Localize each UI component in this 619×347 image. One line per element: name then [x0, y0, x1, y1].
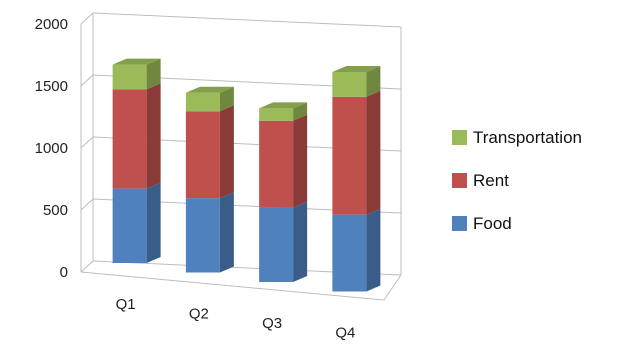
y-tick-label: 1000	[35, 140, 68, 157]
bar-segment-transportation	[112, 64, 147, 90]
bar-side-food	[366, 208, 381, 292]
bar-top-transportation	[259, 102, 308, 109]
legend: Transportation Rent Food	[452, 128, 582, 233]
bar-segment-food	[185, 198, 220, 273]
bars: Q1 Q2 Q3 Q4	[112, 58, 381, 342]
bar-segment-rent	[185, 111, 220, 199]
bar-segment-food	[259, 207, 294, 283]
gridline	[92, 12, 402, 28]
bar-segment-rent	[112, 89, 147, 189]
y-tick-label: 2000	[35, 16, 68, 33]
bar-segment-rent	[332, 96, 367, 215]
bar-side-transportation	[366, 66, 381, 97]
x-tick-label: Q2	[189, 306, 209, 323]
bar-side-transportation	[219, 86, 234, 112]
tick-mark	[80, 74, 94, 87]
bar-side-rent	[366, 90, 381, 215]
bar-segment-transportation	[259, 108, 294, 121]
legend-swatch-rent	[452, 173, 467, 188]
bar-side-transportation	[146, 58, 161, 90]
tick-mark	[80, 260, 94, 273]
bar-side-food	[146, 182, 161, 264]
bar-segment-food	[332, 214, 367, 292]
bar-side-rent	[219, 105, 234, 199]
bar-segment-transportation	[185, 92, 220, 112]
bar-side-rent	[146, 83, 161, 189]
y-tick-label: 0	[60, 264, 68, 281]
bar-side-food	[219, 192, 234, 273]
legend-swatch-food	[452, 216, 467, 231]
bar-top-transportation	[185, 86, 234, 93]
bar-segment-rent	[259, 120, 294, 208]
bar-segment-food	[112, 188, 147, 264]
bar-side-transportation	[293, 102, 308, 121]
legend-label-rent: Rent	[473, 171, 509, 190]
x-tick-label: Q1	[116, 296, 136, 313]
bar-segment-transportation	[332, 72, 367, 97]
legend-label-transportation: Transportation	[473, 128, 582, 147]
y-tick-label: 500	[43, 202, 68, 219]
x-tick-label: Q4	[335, 325, 355, 342]
tick-mark	[80, 198, 94, 211]
axis-ticks: 0 500 1000 1500 2000	[35, 16, 68, 281]
legend-swatch-transportation	[452, 130, 467, 145]
bar-side-food	[293, 201, 308, 283]
bar-top-transportation	[112, 58, 161, 65]
legend-label-food: Food	[473, 214, 512, 233]
tick-mark	[80, 136, 94, 149]
tick-mark	[80, 12, 94, 25]
floor-edge	[80, 271, 402, 301]
y-tick-label: 1500	[35, 78, 68, 95]
x-tick-label: Q3	[262, 315, 282, 332]
bar-side-rent	[293, 114, 308, 208]
bar-top-transportation	[332, 66, 381, 73]
